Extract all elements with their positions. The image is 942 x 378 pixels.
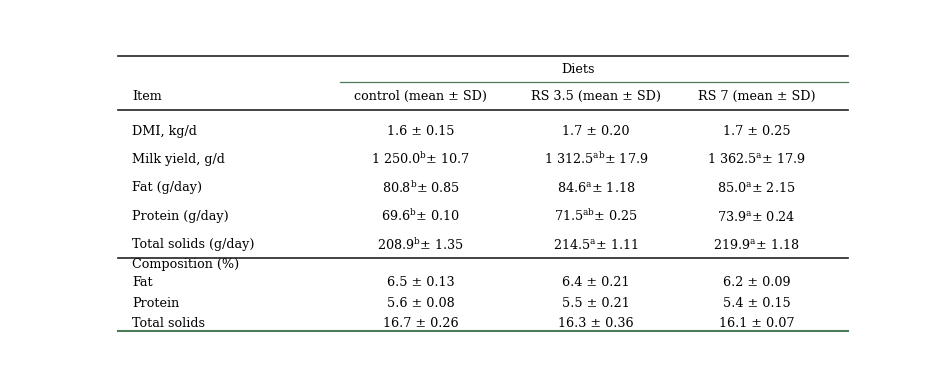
Text: 73.9$^{\mathregular{a}}$± 0.24: 73.9$^{\mathregular{a}}$± 0.24 <box>718 209 796 223</box>
Text: 16.3 ± 0.36: 16.3 ± 0.36 <box>558 317 634 330</box>
Text: 219.9$^{\mathregular{a}}$± 1.18: 219.9$^{\mathregular{a}}$± 1.18 <box>713 238 800 252</box>
Text: 1 250.0$^{\mathregular{b}}$± 10.7: 1 250.0$^{\mathregular{b}}$± 10.7 <box>371 152 470 167</box>
Text: Fat (g/day): Fat (g/day) <box>132 181 203 194</box>
Text: Total solids (g/day): Total solids (g/day) <box>132 238 255 251</box>
Text: Fat: Fat <box>132 276 153 289</box>
Text: 69.6$^{\mathregular{b}}$± 0.10: 69.6$^{\mathregular{b}}$± 0.10 <box>382 209 461 225</box>
Text: 80.8$^{\mathregular{b}}$± 0.85: 80.8$^{\mathregular{b}}$± 0.85 <box>382 180 460 196</box>
Text: 1.7 ± 0.25: 1.7 ± 0.25 <box>723 125 790 138</box>
Text: Protein: Protein <box>132 297 180 310</box>
Text: 6.2 ± 0.09: 6.2 ± 0.09 <box>723 276 790 289</box>
Text: 1 312.5$^{\mathregular{ab}}$± 17.9: 1 312.5$^{\mathregular{ab}}$± 17.9 <box>544 152 648 167</box>
Text: 16.1 ± 0.07: 16.1 ± 0.07 <box>719 317 794 330</box>
Text: RS 7 (mean ± SD): RS 7 (mean ± SD) <box>698 90 816 103</box>
Text: 84.6$^{\mathregular{a}}$± 1.18: 84.6$^{\mathregular{a}}$± 1.18 <box>557 181 635 195</box>
Text: 71.5$^{\mathregular{ab}}$± 0.25: 71.5$^{\mathregular{ab}}$± 0.25 <box>554 209 638 225</box>
Text: Item: Item <box>132 90 162 103</box>
Text: 5.5 ± 0.21: 5.5 ± 0.21 <box>562 297 630 310</box>
Text: 1.7 ± 0.20: 1.7 ± 0.20 <box>562 125 629 138</box>
Text: 5.6 ± 0.08: 5.6 ± 0.08 <box>387 297 455 310</box>
Text: Total solids: Total solids <box>132 317 205 330</box>
Text: 5.4 ± 0.15: 5.4 ± 0.15 <box>723 297 790 310</box>
Text: 16.7 ± 0.26: 16.7 ± 0.26 <box>382 317 459 330</box>
Text: 1 362.5$^{\mathregular{a}}$± 17.9: 1 362.5$^{\mathregular{a}}$± 17.9 <box>707 152 806 166</box>
Text: 85.0$^{\mathregular{a}}$± 2.15: 85.0$^{\mathregular{a}}$± 2.15 <box>718 181 796 195</box>
Text: Diets: Diets <box>560 63 594 76</box>
Text: Composition (%): Composition (%) <box>132 258 239 271</box>
Text: Protein (g/day): Protein (g/day) <box>132 210 229 223</box>
Text: Milk yield, g/d: Milk yield, g/d <box>132 153 225 166</box>
Text: 214.5$^{\mathregular{a}}$± 1.11: 214.5$^{\mathregular{a}}$± 1.11 <box>553 238 639 252</box>
Text: RS 3.5 (mean ± SD): RS 3.5 (mean ± SD) <box>531 90 661 103</box>
Text: 208.9$^{\mathregular{b}}$± 1.35: 208.9$^{\mathregular{b}}$± 1.35 <box>377 237 464 253</box>
Text: 1.6 ± 0.15: 1.6 ± 0.15 <box>387 125 454 138</box>
Text: DMI, kg/d: DMI, kg/d <box>132 125 197 138</box>
Text: control (mean ± SD): control (mean ± SD) <box>354 90 487 103</box>
Text: 6.5 ± 0.13: 6.5 ± 0.13 <box>387 276 455 289</box>
Text: 6.4 ± 0.21: 6.4 ± 0.21 <box>562 276 629 289</box>
